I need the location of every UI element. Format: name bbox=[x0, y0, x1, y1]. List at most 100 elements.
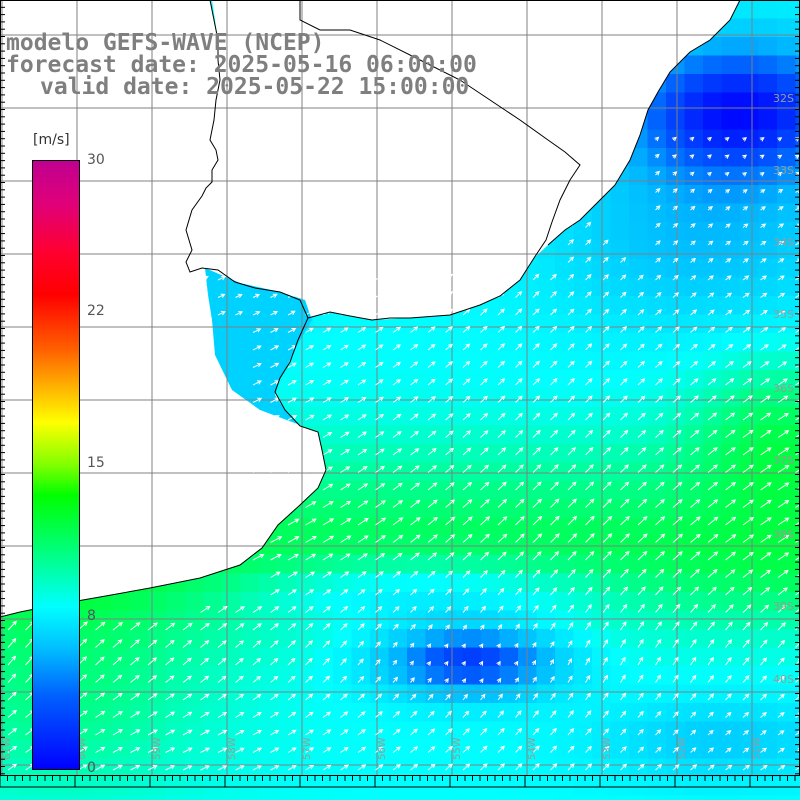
wind-arrow-shaft bbox=[480, 361, 488, 368]
wind-arrow-shaft bbox=[392, 448, 402, 456]
wind-arrow-head bbox=[724, 171, 730, 177]
wind-arrow-head bbox=[711, 378, 717, 383]
wind-cell bbox=[795, 388, 800, 408]
wind-arrow-shaft bbox=[655, 275, 661, 281]
wind-arrow-shaft bbox=[270, 397, 279, 403]
wind-cell bbox=[536, 610, 556, 630]
wind-cell bbox=[647, 370, 667, 390]
wind-arrow-head bbox=[694, 412, 700, 418]
wind-arrow bbox=[375, 309, 384, 316]
wind-arrow-head bbox=[745, 309, 751, 315]
wind-cell bbox=[259, 703, 279, 723]
wind-cell bbox=[684, 518, 704, 538]
wind-cell bbox=[758, 18, 778, 38]
wind-cell bbox=[795, 333, 800, 353]
wind-arrow bbox=[602, 291, 610, 298]
wind-cell bbox=[370, 518, 390, 538]
wind-arrow-shaft bbox=[690, 447, 700, 456]
wind-arrow-shaft bbox=[252, 397, 262, 403]
wind-cell bbox=[629, 499, 649, 519]
wind-cell bbox=[425, 462, 445, 482]
wind-cell bbox=[277, 721, 297, 741]
wind-cell bbox=[721, 647, 741, 667]
wind-cell bbox=[166, 684, 186, 704]
wind-arrow-head bbox=[430, 378, 436, 384]
wind-cell bbox=[777, 74, 797, 94]
wind-cell bbox=[148, 721, 168, 741]
wind-arrow bbox=[585, 429, 594, 438]
wind-cell bbox=[666, 388, 686, 408]
wind-arrow bbox=[690, 412, 700, 421]
wind-arrow-shaft bbox=[252, 276, 260, 281]
wind-arrow-head bbox=[640, 395, 646, 401]
wind-arrow-head bbox=[326, 362, 332, 367]
wind-cell bbox=[647, 555, 667, 575]
wind-arrow-shaft bbox=[550, 343, 557, 351]
wind-arrow-head bbox=[655, 187, 661, 193]
wind-cell bbox=[740, 462, 760, 482]
wind-cell bbox=[148, 684, 168, 704]
wind-arrow bbox=[340, 292, 349, 298]
wind-arrow bbox=[690, 292, 697, 298]
wind-cell bbox=[758, 277, 778, 297]
wind-cell bbox=[425, 610, 445, 630]
wind-arrow bbox=[794, 154, 800, 160]
wind-arrow-shaft bbox=[480, 395, 488, 403]
wind-arrow-head bbox=[779, 240, 785, 246]
wind-arrow bbox=[585, 273, 592, 281]
wind-arrow-head bbox=[693, 361, 699, 366]
wind-cell bbox=[777, 499, 797, 519]
wind-cell bbox=[629, 259, 649, 279]
wind-cell bbox=[425, 573, 445, 593]
wind-cell bbox=[777, 703, 797, 723]
wind-arrow-head bbox=[730, 412, 736, 418]
wind-arrow bbox=[655, 187, 661, 193]
wind-cell bbox=[703, 629, 723, 649]
wind-cell bbox=[0, 758, 20, 778]
wind-arrow bbox=[375, 431, 385, 438]
wind-cell bbox=[610, 203, 630, 223]
wind-cell bbox=[777, 351, 797, 371]
wind-cell bbox=[629, 666, 649, 686]
wind-arrow-head bbox=[570, 377, 576, 383]
wind-cell bbox=[277, 592, 297, 612]
wind-cell bbox=[333, 499, 353, 519]
wind-arrow bbox=[725, 206, 731, 211]
wind-arrow-shaft bbox=[427, 396, 436, 403]
wind-cell bbox=[777, 721, 797, 741]
wind-cell bbox=[518, 573, 538, 593]
wind-cell bbox=[499, 647, 519, 667]
wind-arrow-head bbox=[730, 447, 736, 452]
wind-cell bbox=[703, 610, 723, 630]
wind-arrow bbox=[270, 293, 278, 298]
wind-arrow-shaft bbox=[375, 292, 383, 298]
wind-cell bbox=[573, 573, 593, 593]
wind-cell bbox=[777, 240, 797, 260]
wind-cell bbox=[684, 758, 704, 778]
wind-cell bbox=[555, 481, 575, 501]
wind-arrow-head bbox=[677, 447, 682, 452]
wind-cell bbox=[666, 666, 686, 686]
wind-arrow-head bbox=[623, 447, 629, 452]
wind-cell bbox=[629, 758, 649, 778]
wind-cell bbox=[481, 555, 501, 575]
wind-cell bbox=[536, 481, 556, 501]
wind-arrow-head bbox=[361, 362, 367, 367]
wind-arrow bbox=[445, 447, 455, 456]
wind-arrow bbox=[305, 380, 315, 386]
wind-cell bbox=[333, 703, 353, 723]
wind-arrow bbox=[620, 326, 628, 333]
wind-arrow bbox=[602, 412, 611, 421]
wind-arrow bbox=[462, 395, 471, 403]
wind-arrow-head bbox=[275, 449, 281, 454]
wind-arrow bbox=[725, 326, 733, 333]
wind-cell bbox=[703, 92, 723, 112]
wind-cell bbox=[666, 499, 686, 519]
wind-cell bbox=[758, 684, 778, 704]
wind-arrow bbox=[707, 188, 713, 194]
wind-cell bbox=[666, 166, 686, 186]
wind-cell bbox=[203, 684, 223, 704]
wind-arrow-head bbox=[657, 326, 663, 332]
wind-arrow-head bbox=[692, 309, 698, 315]
wind-arrow bbox=[305, 414, 315, 421]
